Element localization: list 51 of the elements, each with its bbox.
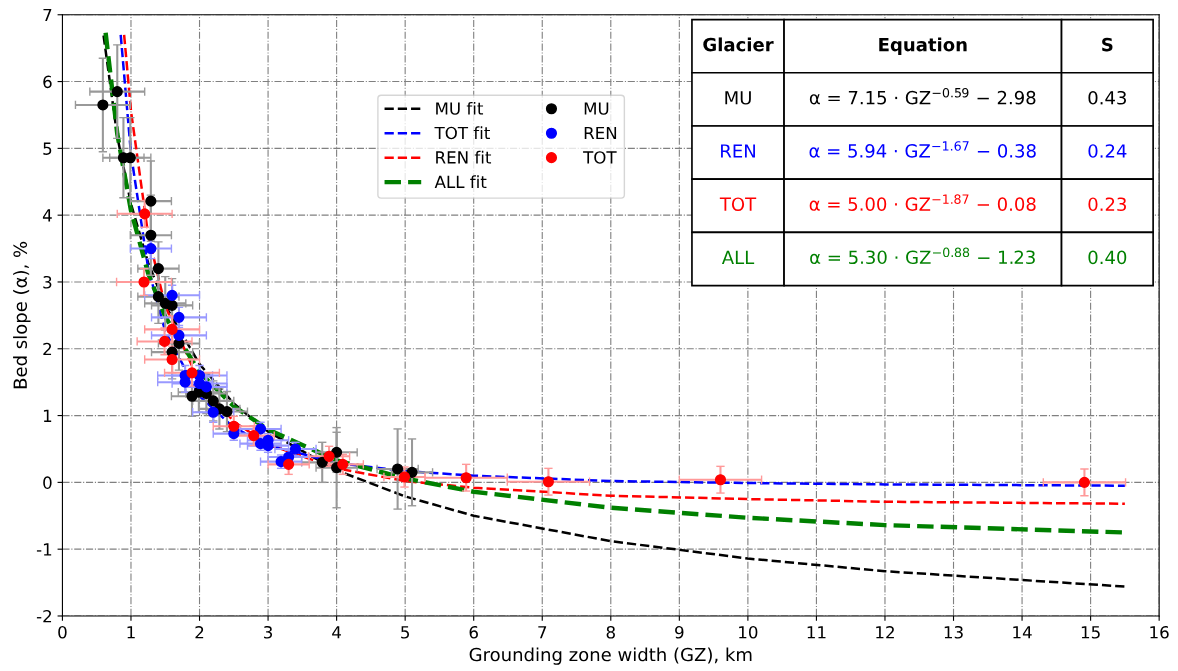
x-axis-title: Grounding zone width (GZ), km [469,647,752,665]
annotation: 0.40 [1088,250,1127,265]
annotation: 0.43 [1088,90,1126,105]
legend-label: MU fit [436,101,484,115]
legend-label: REN [584,126,617,140]
annotation: MU [725,91,751,105]
annotation: Glacier [703,37,774,52]
x-tick-label: 1 [127,626,135,639]
x-tick-label: 6 [469,625,478,639]
legend-label: TOT [583,151,617,164]
y-tick-label: 1 [43,409,52,422]
x-tick-label: 4 [332,626,341,639]
x-tick-label: 5 [401,626,409,639]
y-tick-label: 6 [43,75,52,89]
x-tick-label: 3 [264,625,273,639]
annotation: Equation [879,37,967,55]
legend-label: ALL fit [434,175,487,188]
annotation: 0.24 [1088,144,1127,158]
legend-label: REN fit [436,150,492,164]
y-tick-label: -2 [36,609,52,623]
annotation: TOT [719,197,757,212]
x-tick-label: 13 [944,625,963,639]
y-tick-label: 2 [43,342,52,356]
legend-label: TOT fit [434,126,490,140]
annotation: S [1102,37,1113,52]
y-tick-label: 3 [43,275,52,289]
annotation: α = 5.00 · GZ$^{−1.87}$ − 0.08 [809,194,1036,211]
x-tick-label: 12 [876,625,894,639]
y-axis-title: Bed slope (α), % [13,241,31,389]
x-tick-label: 15 [1081,626,1100,639]
x-tick-label: 16 [1150,625,1169,639]
y-tick-label: 4 [42,209,52,222]
x-tick-label: 9 [675,625,684,639]
y-tick-label: 0 [43,476,52,489]
annotation: REN [721,144,755,158]
legend-label: MU [584,102,609,115]
annotation: α = 5.30 · GZ$^{−0.88}$ − 1.23 [810,247,1035,265]
annotation: α = 7.15 · GZ$^{−0.59}$ − 2.98 [809,87,1036,105]
y-tick-label: 7 [43,8,52,22]
annotation: ALL [721,250,755,264]
y-tick-label: -1 [36,543,52,556]
x-tick-label: 8 [606,625,615,639]
x-tick-label: 14 [1013,626,1032,639]
x-tick-label: 0 [58,625,67,639]
y-tick-label: 5 [43,142,52,155]
x-tick-label: 7 [538,626,547,639]
x-tick-label: 11 [807,626,826,639]
annotation: α = 5.94 · GZ$^{−1.67}$ − 0.38 [809,141,1036,158]
x-tick-label: 2 [195,625,204,639]
annotation: 0.23 [1088,197,1126,212]
x-tick-label: 10 [739,625,758,639]
